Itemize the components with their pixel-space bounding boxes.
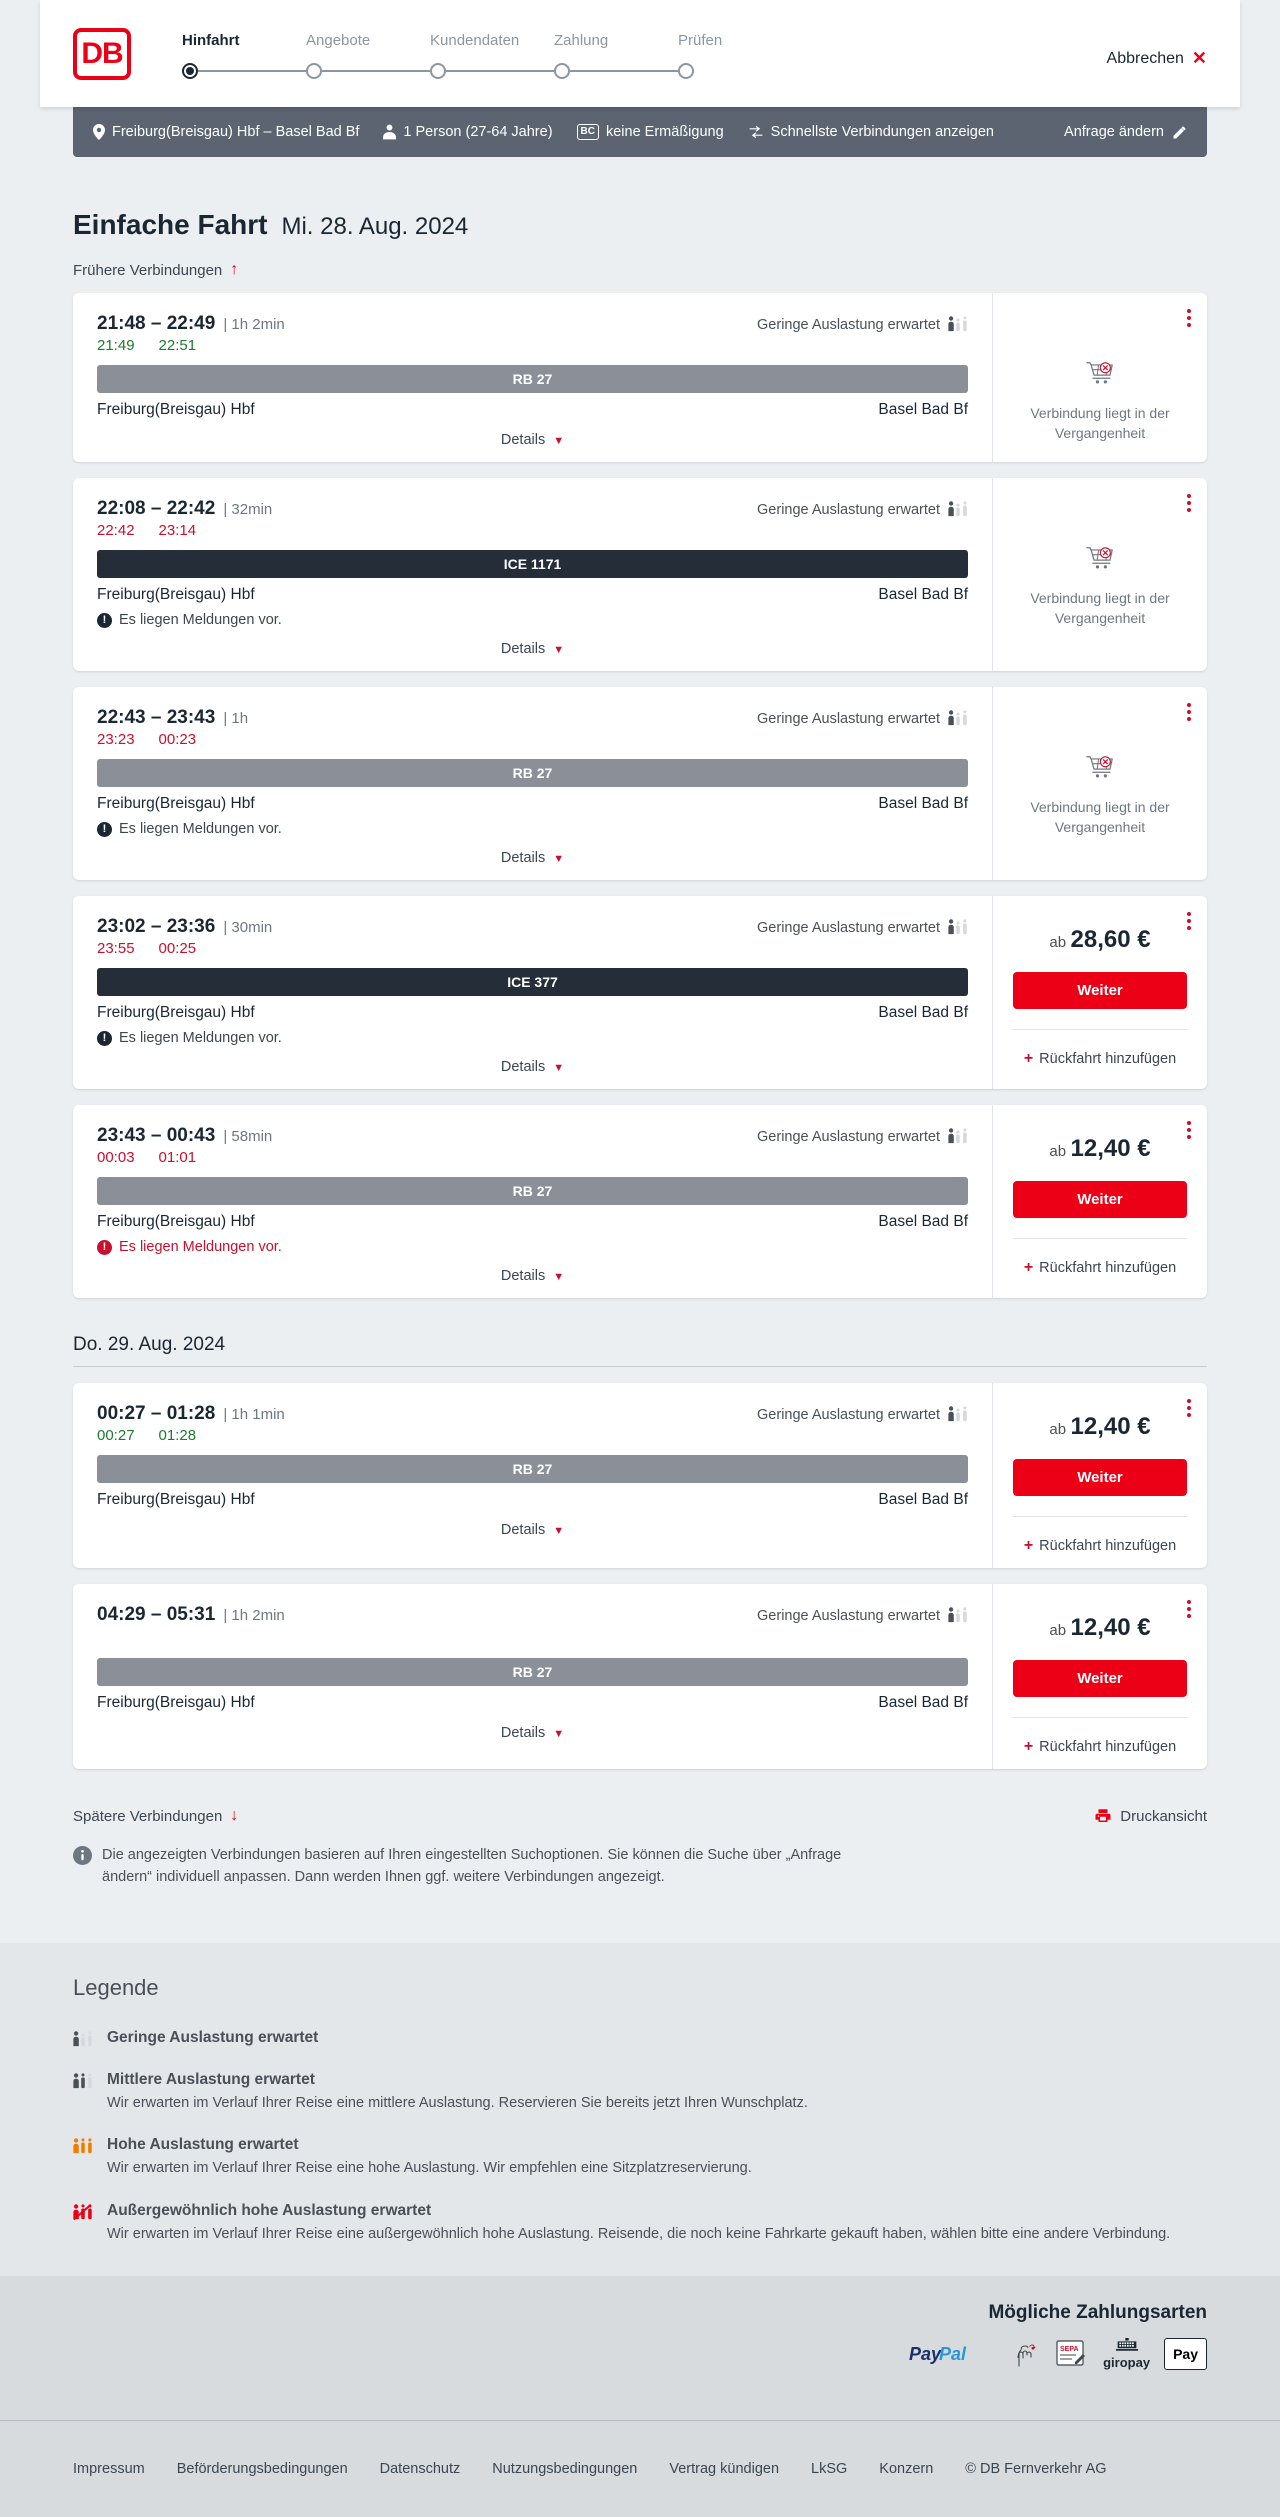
svg-text:SEPA: SEPA [1060,2346,1079,2353]
svg-text:Pay: Pay [909,2344,942,2364]
svg-text:Pal: Pal [939,2344,967,2364]
